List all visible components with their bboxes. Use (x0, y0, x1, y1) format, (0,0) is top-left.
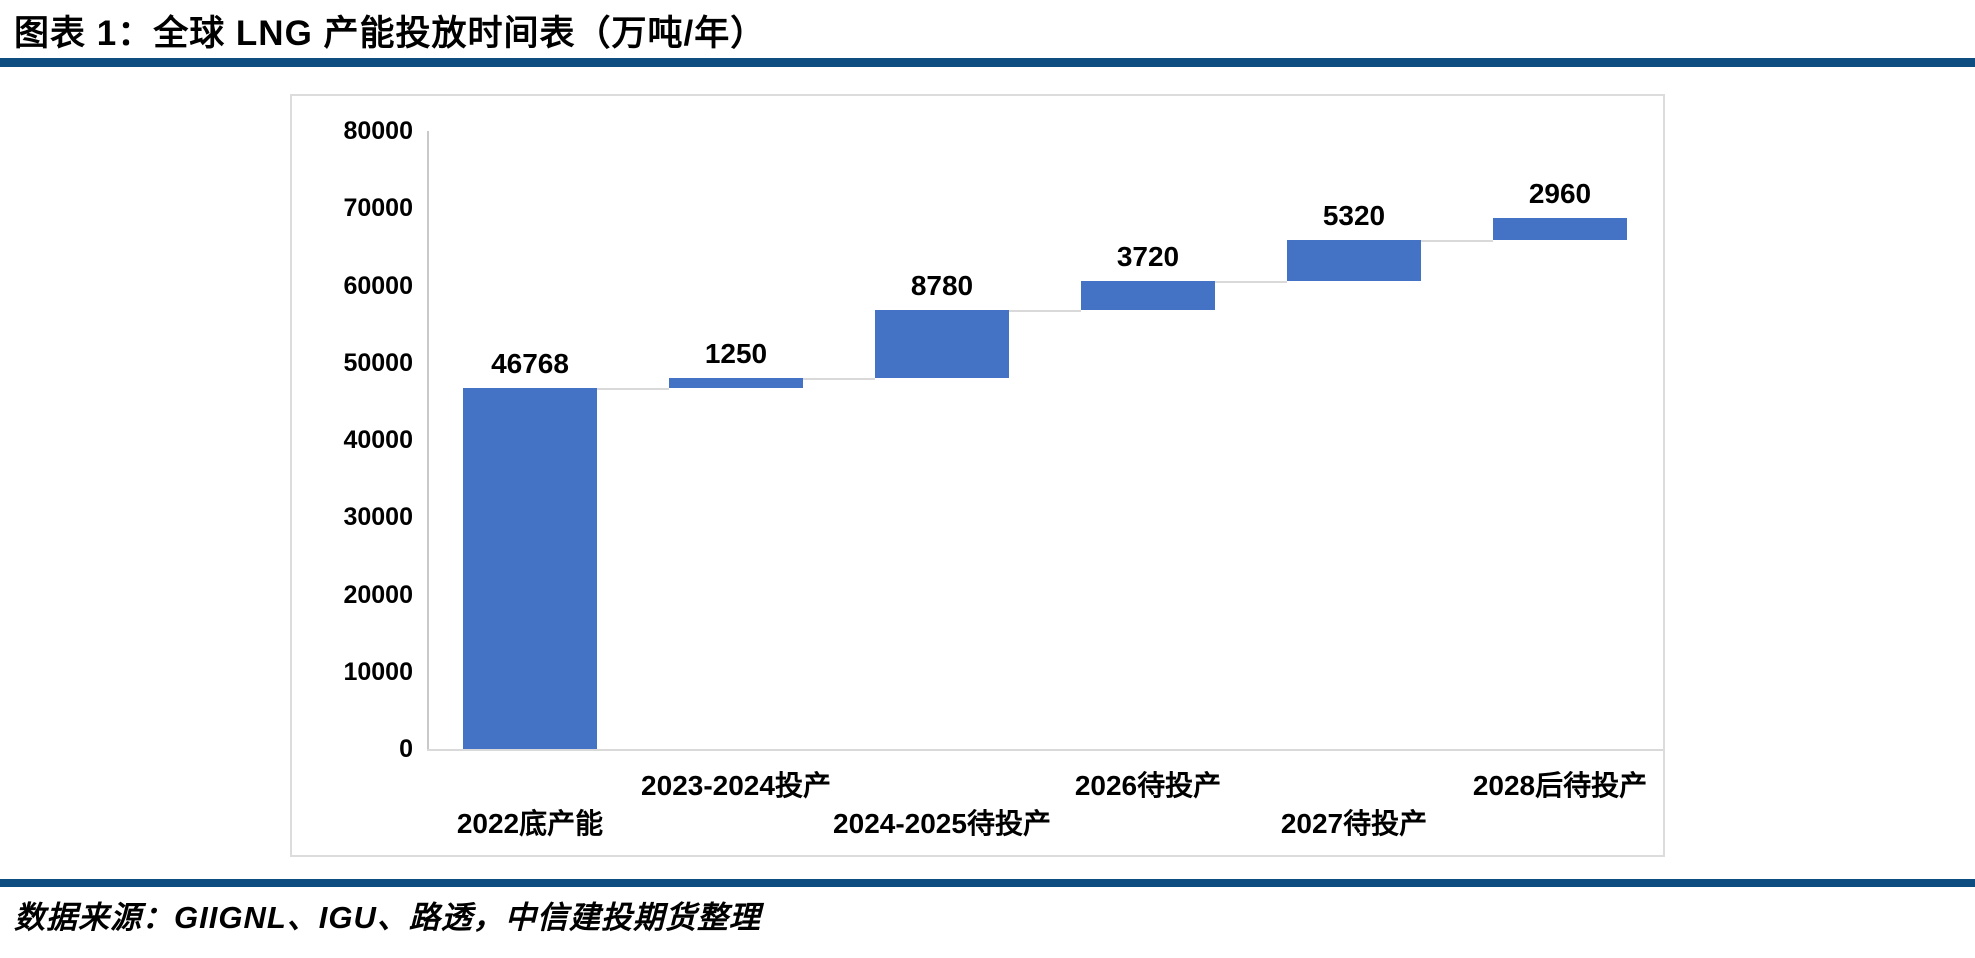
y-axis-tick-label: 80000 (343, 117, 413, 145)
waterfall-connector-line (803, 378, 875, 381)
y-axis-tick-label: 10000 (343, 657, 413, 686)
title-divider-rule (0, 58, 1975, 67)
x-axis-category-label: 2026待投产 (1074, 770, 1222, 801)
y-axis-tick-label: 70000 (343, 194, 413, 223)
y-axis-tick-label: 20000 (343, 580, 413, 609)
x-axis-category-label: 2022底产能 (456, 808, 604, 839)
waterfall-chart: 0 10000 20000 30000 40000 50000 60000 70000 8000… (290, 94, 1665, 857)
x-axis-line (427, 749, 1663, 751)
bar-value-label: 5320 (1322, 200, 1386, 232)
waterfall-connector-line (1421, 240, 1493, 243)
bar-value-label: 1250 (704, 338, 768, 370)
waterfall-connector-line (1215, 281, 1287, 284)
y-axis-tick-label: 60000 (343, 271, 413, 300)
x-axis-category-label: 2023-2024投产 (641, 770, 831, 801)
bar-value-label: 2960 (1528, 177, 1592, 209)
x-axis-category-label: 2027待投产 (1280, 808, 1428, 839)
waterfall-connector-line (597, 387, 669, 390)
waterfall-bar (875, 310, 1009, 379)
y-axis-line (427, 131, 429, 749)
waterfall-bar (1287, 240, 1421, 282)
y-axis-tick-label: 40000 (343, 426, 413, 454)
waterfall-bar (463, 387, 597, 749)
bar-value-label: 46768 (491, 347, 569, 379)
x-axis-category-label: 2028后待投产 (1472, 770, 1648, 801)
waterfall-bar (669, 378, 803, 388)
y-axis-tick-label: 50000 (343, 348, 413, 377)
waterfall-connector-line (1009, 310, 1081, 313)
data-source-note: 数据来源：GIIGNL、IGU、路透，中信建投期货整理 (14, 900, 761, 935)
y-axis-tick-label: 30000 (343, 503, 413, 532)
source-divider-rule (0, 879, 1975, 887)
figure-title: 图表 1：全球 LNG 产能投放时间表（万吨/年） (14, 14, 767, 53)
waterfall-bar (1081, 281, 1215, 311)
waterfall-bar (1493, 217, 1627, 241)
x-axis-category-label: 2024-2025待投产 (833, 808, 1051, 839)
bar-value-label: 8780 (910, 270, 974, 302)
y-axis-tick-label: 0 (399, 735, 413, 763)
bar-value-label: 3720 (1116, 241, 1180, 273)
